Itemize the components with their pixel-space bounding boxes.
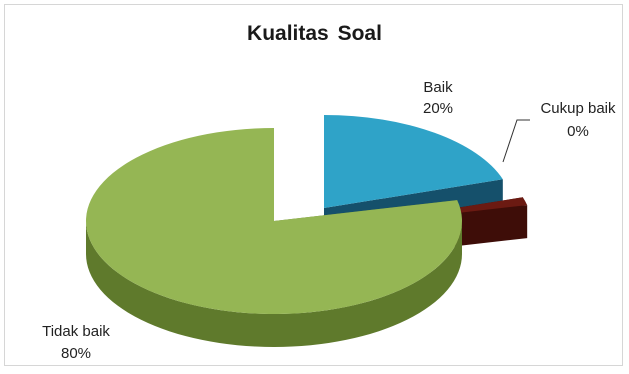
slice-percent-baik: 20% (423, 100, 453, 117)
chart-title: Kualitas Soal (247, 22, 382, 45)
slice-percent-cukup-baik: 0% (567, 123, 589, 140)
leader-line-cukup-baik (502, 119, 530, 163)
slice-label-tidak-baik: Tidak baik (42, 323, 110, 340)
slice-top (85, 127, 462, 314)
slice-label-cukup-baik: Cukup baik (540, 100, 616, 117)
slice-label-baik: Baik (423, 79, 453, 96)
pie-slice-tidak-baik (85, 127, 462, 347)
slice-percent-tidak-baik: 80% (61, 345, 91, 362)
slice-side (86, 221, 462, 347)
slice-top (324, 115, 503, 208)
